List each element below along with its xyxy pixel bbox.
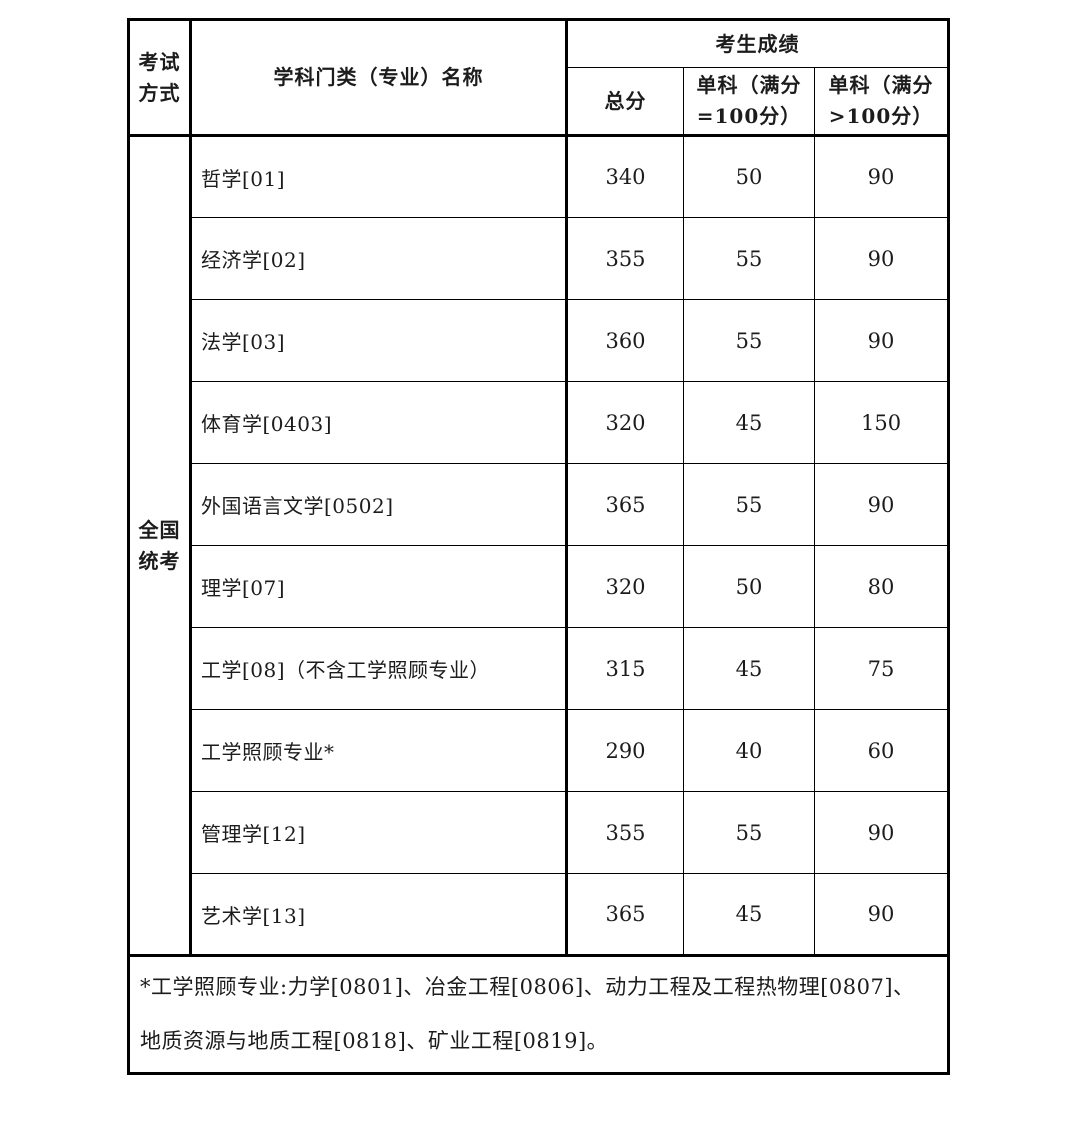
discipline-cell: 管理学[12] xyxy=(190,791,568,874)
single-gt100-cell: 80 xyxy=(813,545,950,628)
single-gt100-cell: 90 xyxy=(813,791,950,874)
discipline-cell: 经济学[02] xyxy=(190,217,568,300)
table-row: 全国统考 哲学[01] 340 50 90 xyxy=(128,135,950,956)
discipline-cell: 体育学[0403] xyxy=(190,381,568,464)
table-row: 管理学[12] 355 55 90 xyxy=(129,791,950,874)
score-line-table: 考试方式 学科门类（专业）名称 考生成绩 总分 单科（满分=100分） 单科（满… xyxy=(127,18,951,1076)
single-100-cell: 40 xyxy=(683,709,815,792)
discipline-cell: 理学[07] xyxy=(190,545,568,628)
single-100-cell: 45 xyxy=(683,873,815,956)
single-gt100-cell: 90 xyxy=(813,299,950,382)
single-gt100-cell: 90 xyxy=(813,217,950,300)
header-candidate-scores: 考生成绩 xyxy=(565,19,950,68)
table-row: 工学[08]（不含工学照顾专业） 315 45 75 xyxy=(129,627,950,710)
header-total-score: 总分 xyxy=(566,67,684,137)
single-gt100-cell: 150 xyxy=(813,381,950,464)
exam-method-value: 全国统考 xyxy=(128,135,192,956)
single-gt100-cell: 90 xyxy=(813,873,950,956)
footnote-text: *工学照顾专业:力学[0801]、冶金工程[0806]、动力工程及工程热物理[0… xyxy=(127,953,950,1075)
header-row-1: 考试方式 学科门类（专业）名称 考生成绩 xyxy=(128,19,950,137)
total-score-cell: 320 xyxy=(566,545,684,628)
total-score-cell: 360 xyxy=(566,299,684,382)
total-score-cell: 355 xyxy=(566,217,684,300)
total-score-cell: 355 xyxy=(566,791,684,874)
single-100-cell: 55 xyxy=(683,217,815,300)
discipline-cell: 艺术学[13] xyxy=(190,873,568,956)
total-score-cell: 320 xyxy=(566,381,684,464)
single-100-cell: 50 xyxy=(683,545,815,628)
table-row: 外国语言文学[0502] 365 55 90 xyxy=(129,463,950,546)
total-score-cell: 315 xyxy=(566,627,684,710)
header-exam-method: 考试方式 xyxy=(128,19,192,137)
table-row: 经济学[02] 355 55 90 xyxy=(129,217,950,300)
single-100-cell: 50 xyxy=(683,135,815,218)
table-row: 艺术学[13] 365 45 90 xyxy=(129,873,950,956)
single-100-cell: 55 xyxy=(683,299,815,382)
footnote-row: *工学照顾专业:力学[0801]、冶金工程[0806]、动力工程及工程热物理[0… xyxy=(127,953,950,1075)
discipline-cell: 工学[08]（不含工学照顾专业） xyxy=(190,627,568,710)
discipline-cell: 哲学[01] xyxy=(190,135,568,218)
single-gt100-cell: 60 xyxy=(813,709,950,792)
header-discipline-name: 学科门类（专业）名称 xyxy=(190,19,568,137)
single-100-cell: 45 xyxy=(683,627,815,710)
total-score-cell: 340 xyxy=(566,135,684,218)
discipline-cell: 外国语言文学[0502] xyxy=(190,463,568,546)
total-score-cell: 290 xyxy=(566,709,684,792)
header-single-subject-100: 单科（满分=100分） xyxy=(683,67,815,137)
header-single-subject-gt100: 单科（满分>100分） xyxy=(813,67,950,137)
single-100-cell: 55 xyxy=(683,463,815,546)
single-100-cell: 55 xyxy=(683,791,815,874)
header-row-2: 总分 单科（满分=100分） 单科（满分>100分） xyxy=(129,67,950,137)
discipline-cell: 工学照顾专业* xyxy=(190,709,568,792)
total-score-cell: 365 xyxy=(566,463,684,546)
table-row: 工学照顾专业* 290 40 60 xyxy=(129,709,950,792)
table-row: 理学[07] 320 50 80 xyxy=(129,545,950,628)
single-gt100-cell: 75 xyxy=(813,627,950,710)
single-gt100-cell: 90 xyxy=(813,463,950,546)
table-row: 法学[03] 360 55 90 xyxy=(129,299,950,382)
single-100-cell: 45 xyxy=(683,381,815,464)
discipline-cell: 法学[03] xyxy=(190,299,568,382)
table-row: 体育学[0403] 320 45 150 xyxy=(129,381,950,464)
total-score-cell: 365 xyxy=(566,873,684,956)
single-gt100-cell: 90 xyxy=(813,135,950,218)
